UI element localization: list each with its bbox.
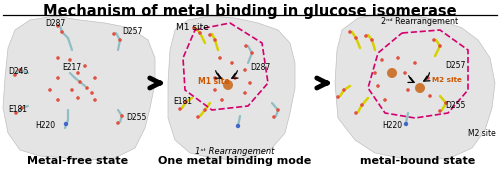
Circle shape xyxy=(415,83,425,93)
Circle shape xyxy=(354,111,358,115)
Circle shape xyxy=(213,88,217,92)
Circle shape xyxy=(116,121,120,125)
Circle shape xyxy=(364,34,368,38)
Circle shape xyxy=(272,115,276,119)
Text: E217: E217 xyxy=(62,64,82,72)
Circle shape xyxy=(120,114,124,118)
Text: D257: D257 xyxy=(445,62,466,70)
Circle shape xyxy=(243,91,247,95)
Circle shape xyxy=(342,88,346,92)
Circle shape xyxy=(236,124,240,128)
Circle shape xyxy=(196,115,200,119)
Circle shape xyxy=(354,36,358,40)
Text: D287: D287 xyxy=(45,20,65,28)
Circle shape xyxy=(56,98,60,102)
Circle shape xyxy=(250,51,254,55)
Circle shape xyxy=(56,76,60,80)
Circle shape xyxy=(93,76,97,80)
Circle shape xyxy=(244,44,248,48)
Circle shape xyxy=(184,100,188,104)
Circle shape xyxy=(203,108,207,112)
Circle shape xyxy=(218,56,222,60)
Circle shape xyxy=(223,80,233,90)
Circle shape xyxy=(444,101,448,105)
Circle shape xyxy=(370,38,374,42)
Circle shape xyxy=(213,76,217,80)
Text: E181: E181 xyxy=(173,98,192,106)
Circle shape xyxy=(70,88,74,92)
Circle shape xyxy=(396,56,400,60)
Circle shape xyxy=(85,86,89,90)
Circle shape xyxy=(243,68,247,72)
Circle shape xyxy=(20,106,24,110)
Circle shape xyxy=(348,30,352,34)
Text: M2 site: M2 site xyxy=(432,77,462,83)
Circle shape xyxy=(64,122,68,126)
Circle shape xyxy=(18,68,22,72)
Circle shape xyxy=(336,95,340,99)
Circle shape xyxy=(248,81,252,85)
Circle shape xyxy=(233,76,237,80)
Circle shape xyxy=(112,32,116,36)
Circle shape xyxy=(178,107,182,111)
Circle shape xyxy=(192,26,196,30)
Circle shape xyxy=(373,71,377,75)
Circle shape xyxy=(213,38,217,42)
Circle shape xyxy=(76,71,80,75)
Circle shape xyxy=(438,109,442,113)
Polygon shape xyxy=(3,16,155,160)
Text: E181: E181 xyxy=(8,106,27,114)
Text: D255: D255 xyxy=(445,101,466,111)
Circle shape xyxy=(90,91,94,95)
Circle shape xyxy=(426,76,430,80)
Circle shape xyxy=(432,38,436,42)
Text: H220: H220 xyxy=(382,122,402,130)
Text: H220: H220 xyxy=(35,122,55,130)
Circle shape xyxy=(56,56,60,60)
Text: Mechanism of metal binding in glucose isomerase: Mechanism of metal binding in glucose is… xyxy=(43,4,457,19)
Polygon shape xyxy=(335,13,495,160)
Text: M2 site: M2 site xyxy=(468,129,496,137)
Circle shape xyxy=(438,44,442,48)
Circle shape xyxy=(198,31,202,35)
Circle shape xyxy=(376,84,380,88)
Text: D257: D257 xyxy=(122,27,142,36)
Text: D255: D255 xyxy=(126,114,146,122)
Circle shape xyxy=(403,71,407,75)
Circle shape xyxy=(276,108,280,112)
Circle shape xyxy=(13,73,17,77)
Circle shape xyxy=(383,98,387,102)
Circle shape xyxy=(387,68,397,78)
Text: Metal-free state: Metal-free state xyxy=(28,156,128,166)
Circle shape xyxy=(14,111,18,115)
Text: metal-bound state: metal-bound state xyxy=(360,156,476,166)
Text: 1ˢᵗ Rearrangement: 1ˢᵗ Rearrangement xyxy=(196,147,274,156)
Circle shape xyxy=(118,38,122,42)
Circle shape xyxy=(413,61,417,65)
Text: D245: D245 xyxy=(8,67,28,75)
Circle shape xyxy=(93,98,97,102)
Text: M1 site: M1 site xyxy=(176,23,209,33)
Circle shape xyxy=(48,88,52,92)
Circle shape xyxy=(83,64,87,68)
Text: 2ⁿᵈ Rearrangement: 2ⁿᵈ Rearrangement xyxy=(382,17,458,25)
Circle shape xyxy=(380,58,384,62)
Circle shape xyxy=(230,61,234,65)
Text: M1 site: M1 site xyxy=(198,77,230,87)
Circle shape xyxy=(404,122,408,126)
Circle shape xyxy=(406,88,410,92)
Text: One metal binding mode: One metal binding mode xyxy=(158,156,312,166)
Circle shape xyxy=(78,80,82,84)
Circle shape xyxy=(56,24,60,28)
Polygon shape xyxy=(168,16,295,160)
Circle shape xyxy=(360,103,364,107)
Circle shape xyxy=(76,96,80,100)
Circle shape xyxy=(428,94,432,98)
Circle shape xyxy=(208,33,212,37)
Circle shape xyxy=(220,98,224,102)
Text: D287: D287 xyxy=(250,64,270,72)
Circle shape xyxy=(68,58,72,62)
Circle shape xyxy=(60,30,64,34)
